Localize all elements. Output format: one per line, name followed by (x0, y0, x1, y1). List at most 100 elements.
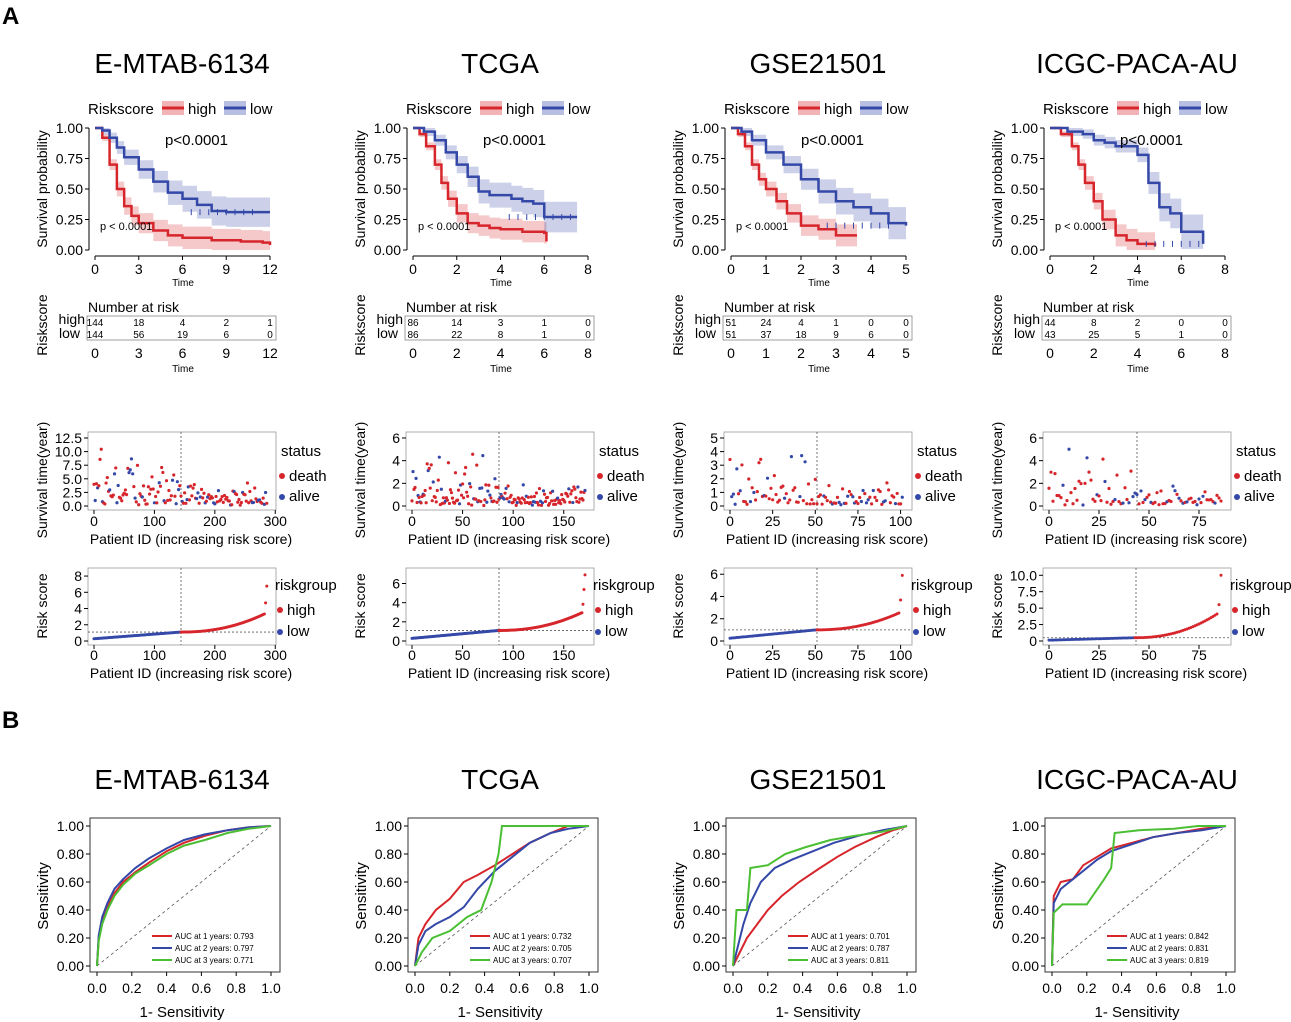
roc-legend-label: AUC at 3 years: 0.707 (493, 956, 572, 965)
scatter-point-alive (861, 488, 865, 493)
scatter-x-tick-label: 150 (552, 513, 576, 529)
scatter-point-death (189, 484, 193, 488)
scatter-point-death (1105, 500, 1109, 504)
scatter-point-alive (540, 501, 545, 505)
scatter-y-tick-label: 5.0 (63, 471, 83, 487)
scatter-point-death (1093, 499, 1097, 503)
scatter-point-death (92, 482, 96, 486)
scatter-point-death (827, 483, 831, 488)
scatter-point-alive (789, 455, 794, 459)
scatter-point-death (204, 499, 208, 503)
roc-y-axis-label: Sensitivity (990, 862, 1007, 930)
scatter-point-death (811, 502, 816, 506)
scatter-point-death (134, 500, 138, 504)
scatter-point-death (184, 501, 188, 505)
scatter-point-death (880, 502, 884, 506)
scatter-point-alive (468, 482, 472, 486)
risk-table-x-tick-label: 4 (867, 345, 875, 361)
riskscore-y-tick-label: 0 (74, 633, 82, 649)
scatter-point-death (579, 490, 583, 494)
scatter-point-death (1097, 494, 1101, 498)
scatter-point-death (261, 496, 265, 500)
scatter-point-death (137, 503, 141, 507)
scatter-point-death (1073, 486, 1077, 491)
scatter-point-death (750, 486, 754, 490)
scatter-point-death (1115, 473, 1119, 477)
scatter-point-death (801, 499, 805, 503)
km-curve-high (413, 126, 548, 242)
scatter-point-alive (748, 500, 753, 504)
riskscore-y-tick-label: 0 (1029, 633, 1037, 649)
roc-y-tick-label: 0.60 (1012, 874, 1039, 890)
scatter-point-death (772, 474, 776, 478)
riskscore-point-high (265, 584, 269, 588)
scatter-point-death (1065, 498, 1069, 503)
scatter-point-alive (556, 496, 560, 500)
scatter-point-death (1141, 500, 1145, 505)
scatter-point-death (449, 491, 454, 495)
riskscore-y-tick-label: 8 (74, 568, 82, 584)
scatter-point-death (427, 466, 431, 470)
scatter-point-death (207, 493, 211, 497)
roc-diagonal (96, 825, 272, 967)
riskgroup-legend-high-label: high (923, 602, 951, 619)
km-legend-title: Riskscore (88, 101, 154, 118)
scatter-point-death (248, 489, 252, 494)
risk-table-box (722, 315, 913, 341)
risk-table-low-value: 0 (1222, 330, 1228, 341)
scatter-point-death (1155, 491, 1159, 495)
roc-frame (725, 817, 917, 973)
scatter-point-death (869, 502, 874, 506)
scatter-point-alive (1185, 500, 1189, 504)
roc-diagonal (1051, 825, 1227, 967)
scatter-x-tick-label: 50 (1141, 513, 1157, 529)
roc-x-tick-label: 1.0 (897, 980, 917, 996)
roc-y-tick-label: 0.80 (375, 846, 402, 862)
scatter-point-death (506, 484, 510, 488)
scatter-point-alive (1061, 483, 1065, 487)
scatter-point-death (191, 486, 195, 490)
scatter-point-death (771, 498, 775, 502)
risk-table-x-tick-label: 0 (409, 345, 417, 361)
risk-table-y-label: Riskscore (670, 294, 686, 356)
roc-curve-1y (732, 825, 908, 967)
km-x-tick-label: 8 (1221, 261, 1229, 277)
scatter-point-death (875, 498, 879, 503)
scatter-point-alive (485, 500, 489, 504)
scatter-point-alive (839, 503, 843, 507)
scatter-point-alive (116, 483, 120, 488)
roc-legend-label: AUC at 3 years: 0.771 (175, 956, 254, 965)
km-y-tick-label: 1.00 (56, 120, 83, 136)
scatter-point-death (764, 494, 768, 498)
status-legend-death-label: death (607, 468, 645, 485)
scatter-point-death (456, 488, 461, 492)
scatter-point-death (244, 499, 248, 503)
riskscore-x-axis-label: Patient ID (increasing risk score) (1045, 665, 1247, 681)
scatter-point-alive (127, 471, 131, 475)
scatter-point-death (574, 496, 578, 500)
scatter-y-tick-label: 7.5 (63, 457, 83, 473)
risk-table-high-value: 1 (833, 318, 839, 329)
scatter-point-alive (893, 502, 898, 506)
scatter-point-death (453, 471, 458, 475)
roc-x-axis-label: 1- Sensitivity (1094, 1004, 1180, 1021)
scatter-point-alive (576, 485, 580, 489)
scatter-point-alive (731, 492, 736, 496)
roc-curve-3y (414, 825, 589, 967)
km-y-tick-label: 0.00 (692, 242, 719, 258)
scatter-point-alive (1103, 479, 1107, 484)
riskscore-y-tick-label: 5.0 (1018, 600, 1038, 616)
riskscore-point-high (1219, 573, 1223, 577)
scatter-x-tick-label: 75 (1191, 513, 1207, 529)
scatter-point-death (581, 498, 585, 502)
scatter-point-alive (488, 493, 492, 497)
scatter-point-death (537, 486, 542, 491)
scatter-point-alive (1197, 497, 1201, 501)
scatter-point-alive (213, 502, 217, 506)
riskgroup-legend-low-dot (595, 629, 601, 635)
scatter-x-tick-label: 200 (203, 513, 227, 529)
km-legend-title: Riskscore (1043, 101, 1109, 118)
riskscore-point-high (580, 611, 584, 615)
km-x-tick-label: 4 (867, 261, 875, 277)
km-y-tick-label: 0.50 (692, 181, 719, 197)
